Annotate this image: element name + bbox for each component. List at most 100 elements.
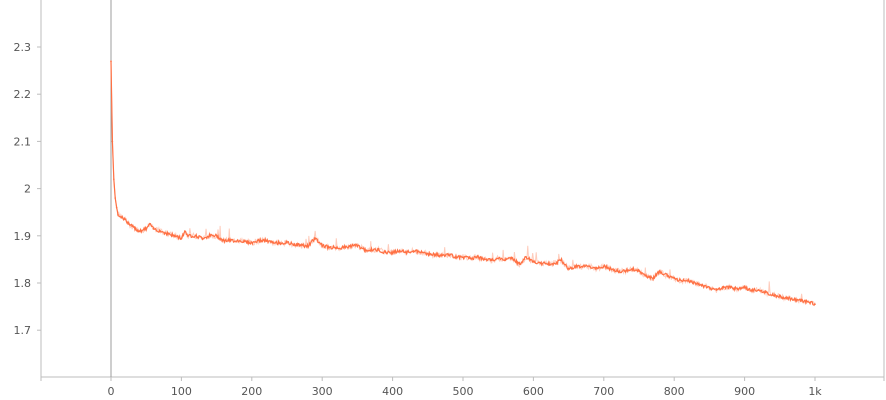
- data-point: [771, 294, 774, 296]
- data-point: [152, 227, 155, 230]
- data-point: [553, 262, 556, 264]
- data-point: [581, 265, 584, 268]
- data-point: [490, 259, 492, 262]
- data-point: [610, 268, 612, 270]
- y-tick-label: 1.9: [14, 230, 32, 243]
- data-point: [680, 279, 683, 282]
- data-point: [138, 230, 140, 232]
- data-point: [229, 239, 232, 242]
- data-point: [595, 268, 598, 270]
- x-tick-label: 300: [312, 385, 333, 398]
- data-point: [539, 262, 542, 264]
- data-point: [736, 287, 739, 290]
- data-point: [377, 249, 380, 251]
- y-tick-label: 2.2: [14, 88, 32, 101]
- data-point: [148, 223, 151, 225]
- data-point: [384, 251, 387, 254]
- series-raw-line: [110, 61, 816, 307]
- data-point: [194, 235, 197, 237]
- data-point: [518, 263, 521, 265]
- data-point: [511, 257, 514, 260]
- x-tick-label: 100: [171, 385, 192, 398]
- data-point: [441, 254, 443, 257]
- data-point: [356, 244, 359, 247]
- data-point: [236, 239, 239, 242]
- y-tick-label: 2.3: [14, 41, 32, 54]
- x-tick-label: 800: [664, 385, 685, 398]
- data-point: [652, 277, 654, 280]
- y-tick-label: 1.7: [14, 324, 32, 337]
- data-point: [743, 286, 746, 289]
- data-point: [722, 286, 725, 289]
- data-point: [145, 227, 147, 230]
- data-point: [412, 250, 415, 252]
- data-point: [750, 289, 753, 291]
- data-point: [222, 239, 225, 242]
- data-point: [574, 265, 577, 268]
- data-point: [272, 242, 274, 244]
- data-point: [120, 216, 123, 218]
- data-point: [111, 140, 114, 143]
- x-tick-label: 400: [382, 385, 403, 398]
- y-tick-label: 1.8: [14, 277, 32, 290]
- data-point: [279, 242, 281, 244]
- data-point: [638, 270, 640, 273]
- data-point: [448, 253, 450, 256]
- data-point: [469, 257, 471, 260]
- data-point: [166, 232, 169, 235]
- data-point: [117, 213, 119, 216]
- data-point: [764, 291, 767, 294]
- data-point: [184, 230, 186, 232]
- data-point: [807, 301, 809, 303]
- data-point: [335, 246, 338, 249]
- data-point: [567, 268, 570, 270]
- data-point: [201, 237, 204, 239]
- data-point: [419, 251, 422, 254]
- data-point: [694, 282, 697, 284]
- data-point: [208, 235, 211, 237]
- data-point: [398, 250, 401, 252]
- data-point: [624, 270, 626, 273]
- x-tick-label: 200: [241, 385, 262, 398]
- data-point: [666, 275, 668, 277]
- data-point: [814, 303, 816, 306]
- data-point: [617, 270, 619, 273]
- y-tick-label: 2: [24, 183, 31, 196]
- data-point: [293, 243, 295, 246]
- data-point: [708, 286, 711, 289]
- data-point: [328, 246, 331, 249]
- data-point: [532, 260, 535, 263]
- data-point: [434, 253, 436, 256]
- data-point: [476, 256, 478, 258]
- x-tick-label: 0: [108, 385, 115, 398]
- data-point: [115, 206, 118, 209]
- data-point: [757, 289, 760, 291]
- data-point: [131, 225, 133, 228]
- data-point: [349, 245, 352, 247]
- data-point: [455, 256, 457, 258]
- data-point: [673, 277, 675, 280]
- data-point: [286, 242, 288, 244]
- x-axis-ticks: 0 100 200 300 400 500 600 700 800 900 1k: [40, 377, 885, 398]
- data-point: [525, 256, 528, 258]
- data-point: [110, 60, 112, 62]
- data-point: [124, 218, 126, 221]
- data-point: [504, 258, 507, 261]
- data-point: [701, 284, 704, 287]
- data-point: [342, 246, 345, 249]
- data-point: [588, 265, 591, 268]
- data-point: [786, 297, 788, 299]
- data-point: [715, 289, 718, 291]
- data-point: [363, 249, 366, 251]
- data-point: [127, 223, 130, 225]
- data-point: [300, 244, 302, 247]
- data-point: [113, 178, 115, 180]
- data-point: [173, 235, 176, 237]
- y-tick-label: 2.1: [14, 135, 32, 148]
- data-point: [215, 235, 218, 237]
- x-tick-label: 1k: [808, 385, 822, 398]
- x-tick-label: 700: [593, 385, 614, 398]
- data-point: [370, 249, 373, 251]
- data-point: [546, 263, 549, 265]
